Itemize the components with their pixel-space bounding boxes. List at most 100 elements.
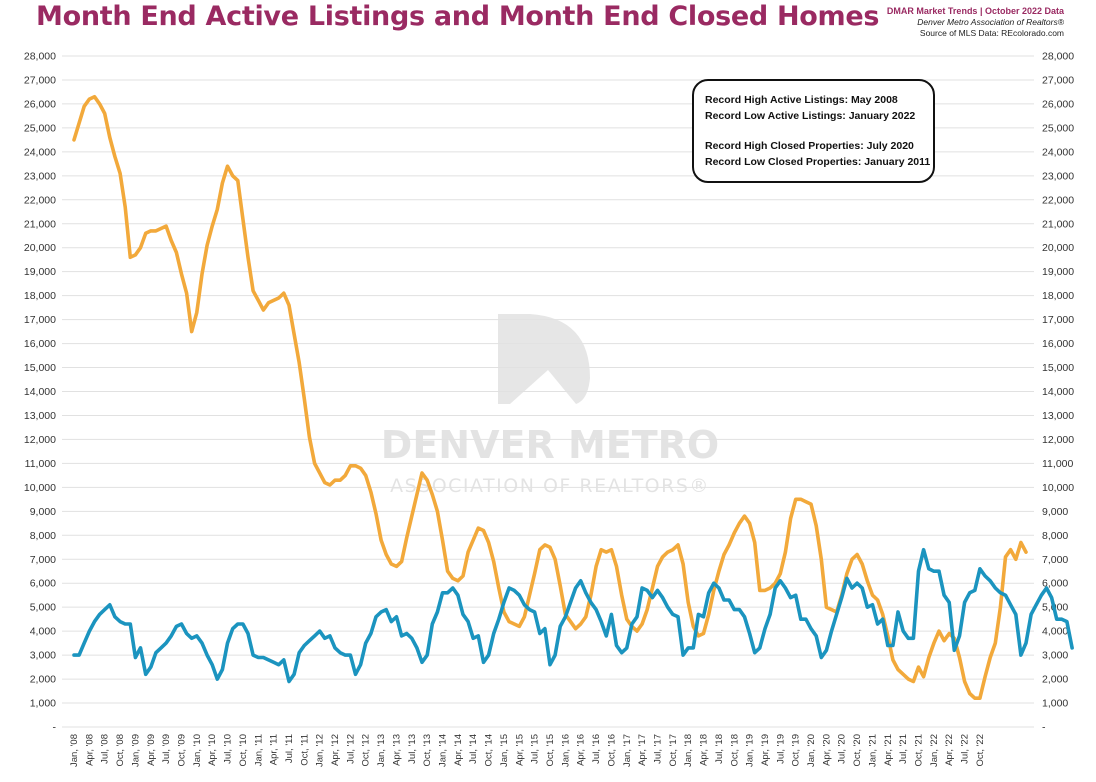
x-tick-label: Oct, '15: [545, 734, 556, 766]
x-tick-label: Jan, '11: [253, 734, 264, 766]
y-tick-label-left: 10,000: [24, 482, 56, 494]
y-axis-right: -1,0002,0003,0004,0005,0006,0007,0008,00…: [1042, 51, 1074, 734]
y-tick-label-right: 7,000: [1042, 554, 1068, 566]
x-tick-label: Apr, '19: [760, 734, 771, 766]
y-tick-label-left: 13,000: [24, 410, 56, 422]
y-tick-label-right: 22,000: [1042, 194, 1074, 206]
y-tick-label-left: 7,000: [30, 554, 56, 566]
y-tick-label-left: 27,000: [24, 74, 56, 86]
y-tick-label-left: -: [53, 722, 57, 734]
y-tick-label-right: 9,000: [1042, 506, 1068, 518]
x-tick-label: Jan, '17: [622, 734, 633, 767]
x-tick-label: Apr, '20: [821, 734, 832, 766]
y-tick-label-left: 24,000: [24, 146, 56, 158]
x-tick-label: Apr, '09: [146, 734, 157, 766]
x-tick-label: Jan, '12: [315, 734, 326, 767]
x-tick-label: Oct, '18: [729, 734, 740, 766]
y-tick-label-right: 20,000: [1042, 242, 1074, 254]
y-tick-label-left: 17,000: [24, 314, 56, 326]
y-tick-label-left: 26,000: [24, 98, 56, 110]
y-tick-label-left: 14,000: [24, 386, 56, 398]
y-tick-label-right: 3,000: [1042, 650, 1068, 662]
records-callout: Record High Active Listings: May 2008 Re…: [692, 79, 935, 183]
y-tick-label-left: 22,000: [24, 194, 56, 206]
y-tick-label-left: 8,000: [30, 530, 56, 542]
x-tick-label: Jan, '09: [130, 734, 141, 767]
x-tick-label: Apr, '16: [576, 734, 587, 766]
y-tick-label-right: 27,000: [1042, 74, 1074, 86]
x-tick-label: Jul, '20: [837, 734, 848, 764]
note-record-high-active: Record High Active Listings: May 2008: [705, 94, 898, 106]
closed-series-line: [72, 547, 1074, 684]
x-tick-label: Jul, '09: [161, 734, 172, 764]
y-tick-label-left: 6,000: [30, 578, 56, 590]
x-tick-label: Apr, '13: [391, 734, 402, 766]
x-tick-label: Oct, '14: [484, 734, 495, 766]
x-tick-label: Apr, '22: [944, 734, 955, 766]
x-tick-label: Apr, '08: [84, 734, 95, 766]
x-tick-label: Jul, '22: [960, 734, 971, 764]
y-tick-label-left: 18,000: [24, 290, 56, 302]
y-tick-label-left: 16,000: [24, 338, 56, 350]
y-tick-label-left: 15,000: [24, 362, 56, 374]
y-tick-label-left: 5,000: [30, 602, 56, 614]
x-tick-label: Oct, '12: [361, 734, 372, 766]
y-tick-label-right: 26,000: [1042, 98, 1074, 110]
y-tick-label-right: 13,000: [1042, 410, 1074, 422]
y-tick-label-right: 10,000: [1042, 482, 1074, 494]
y-tick-label-left: 19,000: [24, 266, 56, 278]
note-record-low-closed: Record Low Closed Properties: January 20…: [705, 156, 931, 168]
y-tick-label-right: 12,000: [1042, 434, 1074, 446]
x-tick-label: Jan, '08: [69, 734, 80, 767]
x-tick-label: Jul, '14: [468, 734, 479, 764]
y-tick-label-left: 20,000: [24, 242, 56, 254]
x-tick-label: Apr, '21: [883, 734, 894, 766]
y-tick-label-left: 12,000: [24, 434, 56, 446]
x-tick-label: Jan, '13: [376, 734, 387, 767]
active-series-line: [72, 94, 1028, 701]
y-tick-label-left: 21,000: [24, 218, 56, 230]
y-tick-label-right: 4,000: [1042, 626, 1068, 638]
x-tick-label: Jan, '15: [499, 734, 510, 767]
x-tick-label: Jan, '10: [192, 734, 203, 767]
y-tick-label-left: 23,000: [24, 170, 56, 182]
x-tick-label: Oct, '08: [115, 734, 126, 766]
x-tick-label: Oct, '22: [975, 734, 986, 766]
y-tick-label-left: 4,000: [30, 626, 56, 638]
y-tick-label-left: 9,000: [30, 506, 56, 518]
x-axis: Jan, '08 Apr, '08 Jul, '08 Oct, '08 Jan, '09…: [69, 734, 986, 767]
x-tick-label: Jul, '21: [898, 734, 909, 764]
x-tick-label: Oct, '20: [852, 734, 863, 766]
source-mls-line: Source of MLS Data: REcolorado.com: [919, 28, 1064, 38]
y-tick-label-right: 21,000: [1042, 218, 1074, 230]
x-tick-label: Apr, '12: [330, 734, 341, 766]
y-tick-label-right: 1,000: [1042, 698, 1068, 710]
x-tick-label: Jul, '10: [223, 734, 234, 764]
x-tick-label: Oct, '19: [791, 734, 802, 766]
x-tick-label: Jan, '16: [560, 734, 571, 767]
x-tick-label: Oct, '09: [176, 734, 187, 766]
y-tick-label-right: 25,000: [1042, 122, 1074, 134]
x-tick-label: Jan, '20: [806, 734, 817, 767]
x-tick-label: Apr, '14: [453, 734, 464, 766]
x-tick-label: Jul, '08: [100, 734, 111, 764]
x-tick-label: Jul, '15: [530, 734, 541, 764]
y-tick-label-right: -: [1042, 722, 1046, 734]
y-tick-label-left: 11,000: [25, 458, 56, 470]
y-tick-label-right: 23,000: [1042, 170, 1074, 182]
x-tick-label: Jul, '13: [407, 734, 418, 764]
note-record-low-active: Record Low Active Listings: January 2022: [705, 110, 916, 122]
y-tick-label-right: 24,000: [1042, 146, 1074, 158]
y-tick-label-right: 11,000: [1042, 458, 1073, 470]
x-tick-label: Jan, '21: [867, 734, 878, 767]
x-tick-label: Oct, '21: [914, 734, 925, 766]
y-tick-label-left: 28,000: [24, 51, 56, 63]
y-tick-label-right: 2,000: [1042, 674, 1068, 686]
note-record-high-closed: Record High Closed Properties: July 2020: [705, 140, 914, 152]
chart-title: Month End Active Listings and Month End …: [36, 1, 880, 32]
x-tick-label: Jul, '19: [775, 734, 786, 764]
x-tick-label: Jan, '19: [745, 734, 756, 767]
x-tick-label: Oct, '11: [299, 734, 310, 766]
y-tick-label-left: 2,000: [30, 674, 56, 686]
